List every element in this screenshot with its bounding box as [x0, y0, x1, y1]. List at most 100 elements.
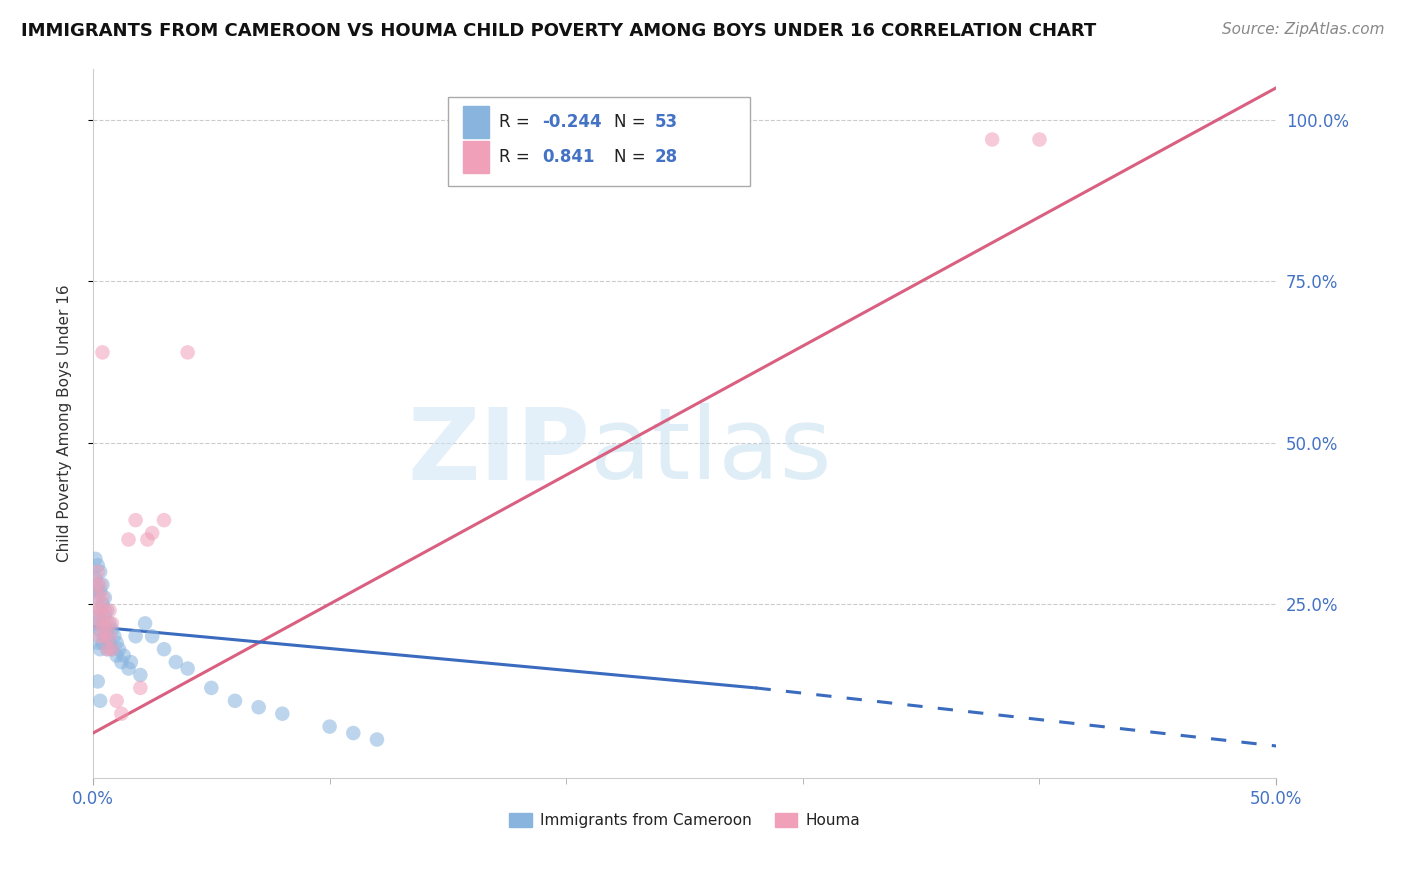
Point	[96, 623, 118, 637]
Point	[91, 577, 114, 591]
Point	[124, 629, 146, 643]
Point	[271, 706, 294, 721]
Point	[87, 565, 110, 579]
Point	[105, 694, 128, 708]
Point	[153, 513, 176, 527]
Point	[129, 668, 152, 682]
Point	[136, 533, 159, 547]
Point	[141, 629, 163, 643]
Point	[117, 533, 139, 547]
Point	[87, 616, 110, 631]
Text: R =: R =	[499, 112, 534, 131]
Bar	[464, 106, 489, 137]
Point	[94, 629, 117, 643]
Point	[89, 694, 111, 708]
Point	[94, 591, 117, 605]
FancyBboxPatch shape	[449, 97, 749, 186]
Text: Source: ZipAtlas.com: Source: ZipAtlas.com	[1222, 22, 1385, 37]
Point	[87, 591, 110, 605]
Point	[84, 552, 107, 566]
Point	[105, 636, 128, 650]
Point	[89, 623, 111, 637]
Point	[84, 584, 107, 599]
Point	[224, 694, 246, 708]
Point	[84, 571, 107, 585]
Point	[89, 565, 111, 579]
Point	[84, 577, 107, 591]
Point	[101, 642, 124, 657]
Point	[176, 661, 198, 675]
Point	[87, 674, 110, 689]
Point	[176, 345, 198, 359]
Point	[89, 642, 111, 657]
Point	[96, 642, 118, 657]
Point	[84, 603, 107, 617]
Point	[87, 558, 110, 573]
Point	[89, 577, 111, 591]
Point	[98, 616, 121, 631]
Point	[91, 616, 114, 631]
Point	[87, 591, 110, 605]
Point	[117, 661, 139, 675]
Point	[141, 526, 163, 541]
Text: N =: N =	[613, 112, 651, 131]
Text: -0.244: -0.244	[543, 112, 602, 131]
Legend: Immigrants from Cameroon, Houma: Immigrants from Cameroon, Houma	[503, 807, 866, 834]
Text: 0.841: 0.841	[543, 148, 595, 166]
Point	[105, 648, 128, 663]
Point	[108, 642, 131, 657]
Point	[91, 597, 114, 611]
Point	[101, 616, 124, 631]
Point	[98, 636, 121, 650]
Point	[96, 642, 118, 657]
Point	[110, 655, 132, 669]
Point	[110, 706, 132, 721]
Point	[87, 577, 110, 591]
Point	[366, 732, 388, 747]
Point	[129, 681, 152, 695]
Point	[247, 700, 270, 714]
Point	[87, 610, 110, 624]
Point	[89, 603, 111, 617]
Text: 28: 28	[655, 148, 678, 166]
Text: N =: N =	[613, 148, 651, 166]
Point	[103, 629, 125, 643]
Text: 53: 53	[655, 112, 678, 131]
Point	[89, 629, 111, 643]
Point	[101, 623, 124, 637]
Point	[87, 623, 110, 637]
Point	[98, 629, 121, 643]
Point	[124, 513, 146, 527]
Y-axis label: Child Poverty Among Boys Under 16: Child Poverty Among Boys Under 16	[58, 285, 72, 562]
Point	[165, 655, 187, 669]
Point	[94, 610, 117, 624]
Text: IMMIGRANTS FROM CAMEROON VS HOUMA CHILD POVERTY AMONG BOYS UNDER 16 CORRELATION : IMMIGRANTS FROM CAMEROON VS HOUMA CHILD …	[21, 22, 1097, 40]
Point	[91, 591, 114, 605]
Point	[153, 642, 176, 657]
Point	[200, 681, 222, 695]
Point	[94, 603, 117, 617]
Point	[120, 655, 142, 669]
Point	[342, 726, 364, 740]
Point	[112, 648, 135, 663]
Point	[91, 345, 114, 359]
Point	[98, 603, 121, 617]
Point	[96, 603, 118, 617]
Text: R =: R =	[499, 148, 540, 166]
Point	[981, 132, 1004, 146]
Point	[89, 584, 111, 599]
Point	[1028, 132, 1050, 146]
Point	[318, 720, 340, 734]
Point	[91, 616, 114, 631]
Point	[134, 616, 156, 631]
Point	[89, 603, 111, 617]
Text: ZIP: ZIP	[406, 403, 591, 500]
Point	[101, 642, 124, 657]
Point	[91, 636, 114, 650]
Bar	[464, 141, 489, 173]
Text: atlas: atlas	[591, 403, 831, 500]
Point	[87, 636, 110, 650]
Point	[84, 616, 107, 631]
Point	[94, 629, 117, 643]
Point	[96, 616, 118, 631]
